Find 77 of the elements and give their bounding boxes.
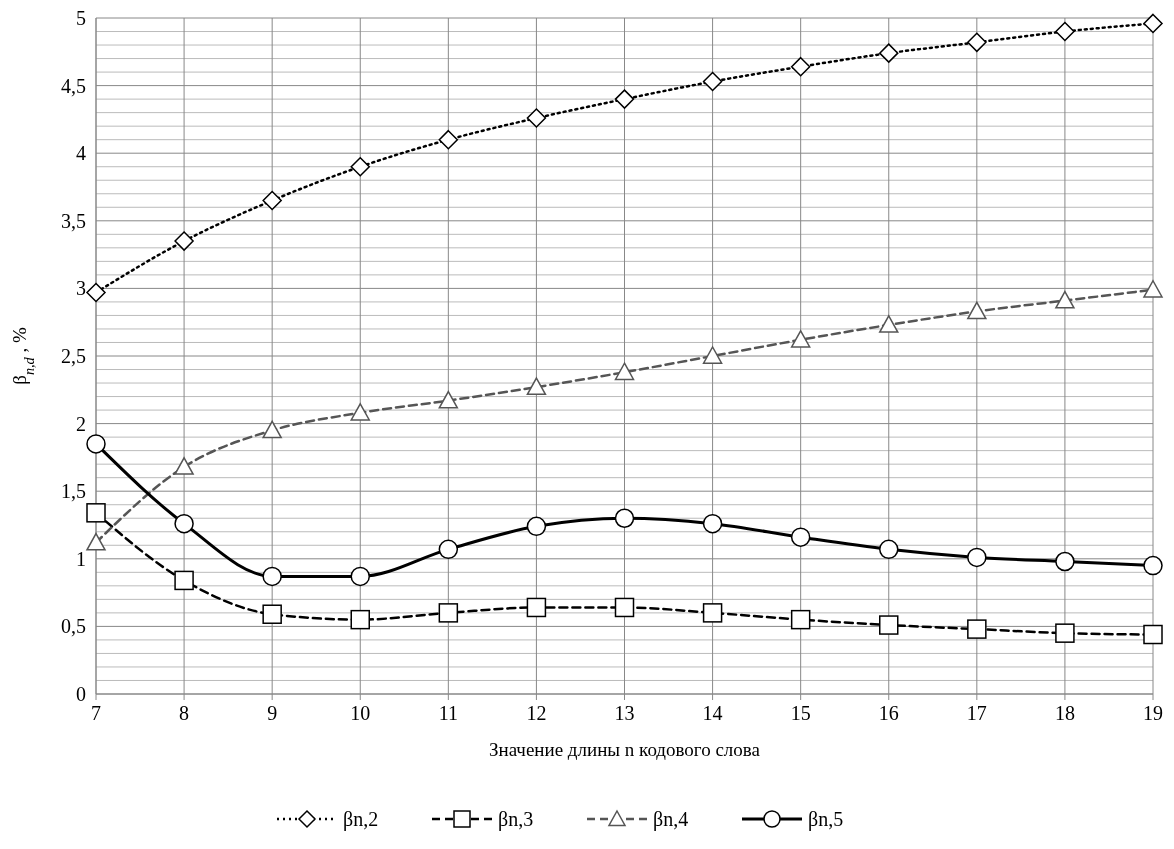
point xyxy=(350,156,370,177)
point xyxy=(702,603,723,623)
x-tick-label: 13 xyxy=(614,702,635,724)
point xyxy=(879,615,899,635)
point xyxy=(438,390,459,409)
point xyxy=(790,330,811,348)
point xyxy=(790,56,811,77)
point xyxy=(174,570,194,591)
point xyxy=(526,108,547,128)
point xyxy=(702,513,723,534)
point xyxy=(86,532,106,551)
point xyxy=(262,566,282,587)
point xyxy=(967,619,987,639)
point xyxy=(438,539,459,560)
x-tick-label: 15 xyxy=(790,702,811,724)
point xyxy=(438,603,459,623)
point xyxy=(967,301,987,320)
point xyxy=(1055,551,1075,572)
point xyxy=(967,32,987,53)
y-tick-label: 4,5 xyxy=(61,74,86,97)
point xyxy=(262,420,282,439)
point xyxy=(1055,623,1075,643)
legend-label: βn,2 xyxy=(343,808,379,831)
point xyxy=(262,190,282,211)
point xyxy=(879,539,899,560)
point xyxy=(879,315,899,333)
y-tick-label: 3,5 xyxy=(61,209,86,232)
point xyxy=(350,403,370,421)
point xyxy=(1143,280,1163,298)
point xyxy=(350,609,370,630)
y-tick-label: 4 xyxy=(76,142,86,165)
point xyxy=(262,604,282,624)
point xyxy=(702,346,723,364)
y-tick-label: 1 xyxy=(76,547,86,570)
point xyxy=(1143,624,1163,645)
point xyxy=(1143,555,1163,576)
y-tick-label: 0,5 xyxy=(61,615,86,638)
y-tick-label: 2 xyxy=(76,412,86,435)
x-axis-title: Значение длины n кодового слова xyxy=(489,739,761,760)
x-tick-label: 14 xyxy=(702,702,723,724)
point xyxy=(526,377,547,396)
point xyxy=(174,457,194,475)
point xyxy=(350,566,370,587)
x-tick-label: 18 xyxy=(1054,702,1075,724)
x-tick-label: 10 xyxy=(350,702,371,724)
point xyxy=(790,609,811,630)
legend-label: βn,4 xyxy=(653,808,689,831)
y-tick-label: 1,5 xyxy=(61,480,86,503)
x-tick-label: 19 xyxy=(1143,702,1163,724)
point xyxy=(526,597,547,618)
x-tick-label: 7 xyxy=(91,702,101,724)
point xyxy=(614,89,635,109)
x-tick-label: 12 xyxy=(526,702,547,724)
point xyxy=(614,508,635,528)
point xyxy=(1055,21,1075,42)
legend-label: βn,5 xyxy=(808,808,844,831)
y-tick-label: 2,5 xyxy=(61,345,86,367)
x-tick-label: 11 xyxy=(438,702,458,724)
point xyxy=(790,527,811,547)
point xyxy=(86,434,106,454)
point xyxy=(86,503,106,523)
x-tick-label: 8 xyxy=(179,702,190,724)
y-tick-label: 3 xyxy=(76,277,86,300)
point xyxy=(879,43,899,63)
point xyxy=(174,513,194,534)
point xyxy=(526,516,547,537)
x-tick-label: 16 xyxy=(878,702,899,724)
point xyxy=(614,597,635,618)
x-tick-label: 9 xyxy=(267,702,278,724)
point xyxy=(967,547,987,568)
point xyxy=(1055,290,1075,309)
y-tick-label: 5 xyxy=(76,7,86,29)
x-tick-label: 17 xyxy=(966,702,987,724)
point xyxy=(614,362,635,381)
point xyxy=(438,129,459,150)
y-tick-label: 0 xyxy=(76,683,86,705)
legend-label: βn,3 xyxy=(498,808,534,831)
